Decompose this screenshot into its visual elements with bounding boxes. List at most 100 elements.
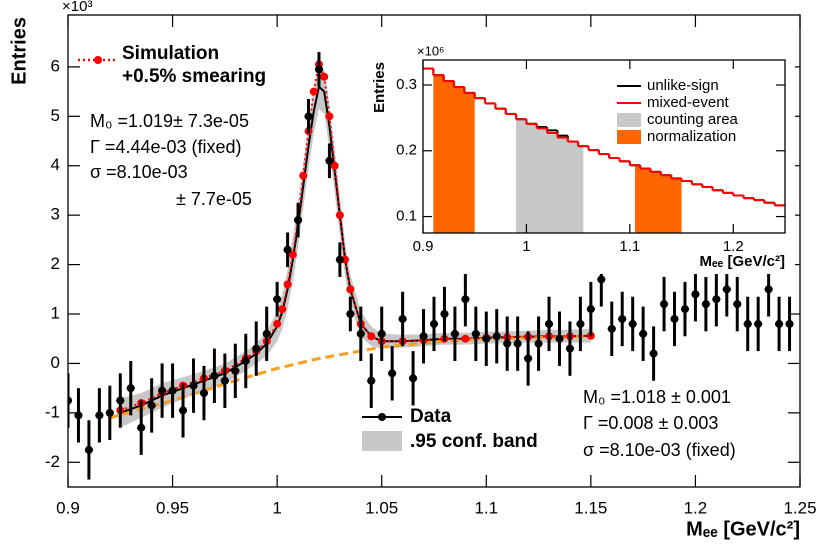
data-point: [513, 339, 522, 348]
shaded-region: [516, 119, 584, 233]
legend-marker: [378, 413, 386, 421]
fit-annotation: Γ =4.44e-03 (fixed): [90, 137, 242, 157]
data-point: [320, 72, 329, 81]
legend-swatch: [617, 130, 641, 144]
data-point: [576, 319, 585, 328]
y-tick-label: 5: [51, 106, 60, 125]
data-point: [346, 310, 355, 319]
x-tick-label: 0.95: [156, 498, 189, 517]
confidence-band: [120, 64, 591, 428]
data-point: [273, 295, 282, 304]
data-point: [461, 295, 470, 304]
data-point: [660, 300, 669, 309]
data-point: [586, 305, 595, 314]
data-point: [199, 389, 208, 398]
y-tick-label: 2: [51, 254, 60, 273]
data-point: [168, 386, 177, 395]
y-tick-label: 0.3: [396, 76, 417, 93]
data-point: [419, 332, 428, 341]
data-point: [691, 290, 700, 299]
y-tick-label: 1: [51, 304, 60, 323]
x-tick-label: 1.2: [684, 498, 708, 517]
data-point: [95, 411, 104, 420]
data-point: [309, 87, 318, 96]
fit-annotation: M₀ =1.019± 7.3e-05: [90, 111, 249, 131]
data-point: [450, 329, 459, 338]
data-point: [388, 369, 397, 378]
y-tick-label: 0: [51, 353, 60, 372]
x-tick-label: 1: [272, 498, 281, 517]
plot-area: [68, 52, 794, 480]
data-point: [74, 411, 83, 420]
x-axis-label: Mₑₑ [GeV/c²]: [700, 253, 785, 270]
data-point: [325, 112, 334, 121]
data-point: [278, 305, 287, 314]
legend-label: unlike-sign: [647, 77, 719, 94]
data-point: [733, 300, 742, 309]
data-point: [283, 245, 292, 254]
main-plot: 0.9 0.95 1 1.05 1.1 1.15 1.2 1.25 -2 -1 0 1 2 3 4 5 6 Ent…: [8, 0, 816, 540]
x-axis-label: Mₑₑ [GeV/c²]: [686, 518, 800, 540]
data-point: [607, 324, 616, 333]
legend-label: normalization: [647, 128, 736, 145]
data-point: [241, 356, 250, 365]
data-point: [335, 255, 344, 264]
data-point: [231, 366, 240, 375]
data-point: [701, 300, 710, 309]
y-axis-label: Entries: [371, 62, 388, 113]
data-point: [325, 156, 334, 165]
data-point: [367, 332, 376, 341]
data-point: [220, 376, 229, 385]
data-point: [294, 216, 303, 225]
data-point: [377, 329, 386, 338]
data-point: [764, 285, 773, 294]
shaded-region: [635, 165, 682, 233]
data-point: [299, 171, 308, 180]
data-point: [471, 329, 480, 338]
data-point: [346, 285, 355, 294]
data-point: [461, 334, 470, 343]
data-point: [84, 445, 93, 454]
data-point: [335, 211, 344, 220]
data-point: [670, 314, 679, 323]
x-tick-label: 1.1: [619, 238, 640, 255]
data-point: [482, 334, 491, 343]
data-point: [210, 371, 219, 380]
plot-frame: [67, 14, 801, 488]
data-point: [288, 250, 297, 259]
y-tick-label: 4: [51, 155, 60, 174]
x-tick-label: 1.05: [365, 498, 398, 517]
legend-label: mixed-event: [647, 94, 730, 111]
data-point: [158, 386, 167, 395]
data-point: [147, 401, 156, 410]
data-point: [330, 161, 339, 170]
legend-swatch: [362, 431, 402, 451]
x-tick-label: 1.2: [723, 238, 744, 255]
data-point: [680, 305, 689, 314]
data-point: [722, 285, 731, 294]
y-exponent: ×10⁶: [417, 43, 444, 58]
y-tick-label: -2: [45, 452, 60, 471]
data-point: [785, 319, 794, 328]
data-point: [618, 314, 627, 323]
legend-label: +0.5% smearing: [122, 66, 266, 87]
x-tick-label: 1.25: [783, 498, 816, 517]
data-point: [68, 396, 72, 405]
data-point: [105, 408, 114, 417]
data-point: [628, 319, 637, 328]
y-axis-label: Entries: [8, 17, 30, 85]
data-point: [189, 381, 198, 390]
data-point: [555, 334, 564, 343]
y-tick-label: 0.2: [396, 142, 417, 159]
data-point: [273, 319, 282, 328]
data-point: [409, 374, 418, 383]
data-point: [356, 329, 365, 338]
x-tick-label: 1.15: [574, 498, 607, 517]
shaded-region: [433, 75, 475, 234]
data-point: [545, 319, 554, 328]
data-point: [262, 329, 271, 338]
x-tick-label: 1: [522, 238, 530, 255]
data-point: [440, 310, 449, 319]
data-point: [597, 275, 606, 284]
data-point: [639, 329, 648, 338]
